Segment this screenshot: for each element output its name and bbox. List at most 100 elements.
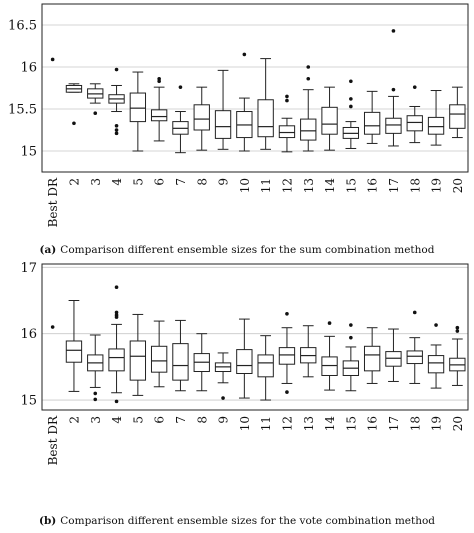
outlier-point-b	[434, 323, 438, 327]
y-tick-label-b: 16	[20, 327, 37, 342]
x-tick-label-b: 20	[451, 416, 465, 431]
x-tick-label-b: 2	[67, 416, 81, 424]
y-tick-label-a: 16	[20, 61, 37, 76]
box-b	[427, 355, 445, 374]
x-tick-label-a: 3	[89, 178, 103, 186]
box-b	[278, 347, 296, 365]
box-a	[193, 104, 210, 131]
box-b	[363, 345, 381, 372]
box-b	[65, 340, 83, 363]
outlier-point-a	[285, 94, 289, 99]
outlier-point-b	[114, 310, 119, 315]
x-tick-label-b: 4	[110, 416, 124, 424]
x-tick-label-a: 9	[217, 178, 231, 186]
outlier-point-b	[349, 323, 353, 327]
outlier-point-a	[93, 111, 98, 115]
x-tick-label-a: 17	[387, 178, 401, 193]
outlier-point-b	[114, 285, 119, 290]
caption-a-text: Comparison different ensemble sizes for …	[60, 244, 435, 256]
box-a	[321, 106, 338, 135]
outlier-point-b	[285, 311, 289, 316]
outlier-point-a	[285, 98, 289, 103]
x-tick-label-b: 11	[259, 416, 273, 431]
box-a	[363, 111, 381, 135]
box-a	[449, 104, 466, 129]
x-tick-label-a: 18	[408, 178, 422, 193]
outlier-point-a	[50, 57, 55, 62]
x-tick-label-b: 15	[344, 416, 358, 431]
x-tick-label-a: 5	[131, 178, 145, 186]
x-tick-label-a: 6	[153, 178, 167, 186]
x-tick-label-b: 12	[280, 416, 294, 431]
box-b	[129, 340, 147, 381]
box-b	[321, 356, 338, 376]
outlier-point-b	[455, 329, 460, 333]
x-tick-label-a: 14	[323, 178, 337, 194]
x-tick-label-b: 7	[174, 416, 188, 424]
y-tick-label-b: 17	[20, 261, 37, 276]
box-a	[150, 109, 168, 122]
x-tick-label-a: 12	[280, 178, 294, 193]
x-tick-label-a: 10	[238, 178, 252, 193]
outlier-point-a	[349, 79, 353, 84]
box-a	[129, 92, 147, 123]
x-tick-label-b: 9	[217, 416, 231, 424]
x-tick-label-a: 8	[195, 178, 209, 186]
outlier-point-a	[306, 76, 311, 81]
x-tick-label-a: 15	[344, 178, 358, 193]
x-tick-label-a: 19	[430, 178, 444, 193]
outlier-point-a	[114, 67, 119, 72]
box-a	[214, 110, 232, 139]
x-tick-label-b: 6	[153, 416, 167, 424]
outlier-point-a	[114, 124, 119, 128]
x-tick-label-b: 3	[89, 416, 103, 424]
plot-frame-b	[41, 263, 469, 411]
outlier-point-b	[221, 396, 225, 400]
x-tick-label-b: Best DR	[46, 415, 60, 465]
y-tick-label-a: 16.5	[8, 19, 37, 34]
outlier-point-b	[114, 315, 119, 319]
box-b	[385, 351, 402, 367]
outlier-point-b	[327, 321, 332, 325]
box-b	[257, 354, 274, 378]
caption-a-tag: (a)	[39, 244, 57, 256]
outlier-point-a	[306, 65, 311, 69]
outlier-point-a	[349, 97, 353, 101]
outlier-point-b	[114, 399, 119, 404]
outlier-point-a	[157, 79, 161, 84]
x-tick-label-b: 14	[323, 416, 337, 432]
x-tick-label-b: 10	[238, 416, 252, 431]
caption-b-text: Comparison different ensemble sizes for …	[60, 515, 436, 527]
outlier-point-b	[93, 397, 98, 402]
outlier-point-a	[391, 29, 396, 33]
x-tick-label-b: 18	[408, 416, 422, 431]
outlier-point-a	[349, 104, 353, 109]
x-tick-label-b: 16	[366, 416, 380, 431]
x-tick-label-a: 16	[366, 178, 380, 193]
outlier-point-b	[412, 310, 417, 315]
caption-a: (a) Comparison different ensemble sizes f…	[0, 244, 474, 256]
x-tick-label-b: 8	[195, 416, 209, 424]
x-tick-label-b: 19	[430, 416, 444, 431]
box-a	[406, 115, 423, 132]
outlier-point-a	[391, 87, 396, 92]
x-tick-label-a: 20	[451, 178, 465, 193]
y-tick-label-b: 15	[20, 394, 37, 409]
outlier-point-b	[349, 335, 353, 340]
outlier-point-b	[455, 325, 460, 330]
box-a	[300, 118, 317, 141]
plot-frame-a	[41, 3, 469, 173]
box-b	[406, 350, 423, 365]
box-b	[150, 345, 168, 373]
box-a	[257, 99, 274, 138]
box-a	[427, 116, 445, 135]
x-tick-label-b: 17	[387, 416, 401, 431]
x-tick-label-a: 13	[302, 178, 316, 193]
x-tick-label-a: 7	[174, 178, 188, 186]
outlier-point-a	[157, 76, 161, 81]
box-b	[108, 348, 125, 372]
x-tick-label-a: 4	[110, 178, 124, 186]
box-b	[236, 349, 253, 375]
box-a	[385, 117, 402, 134]
